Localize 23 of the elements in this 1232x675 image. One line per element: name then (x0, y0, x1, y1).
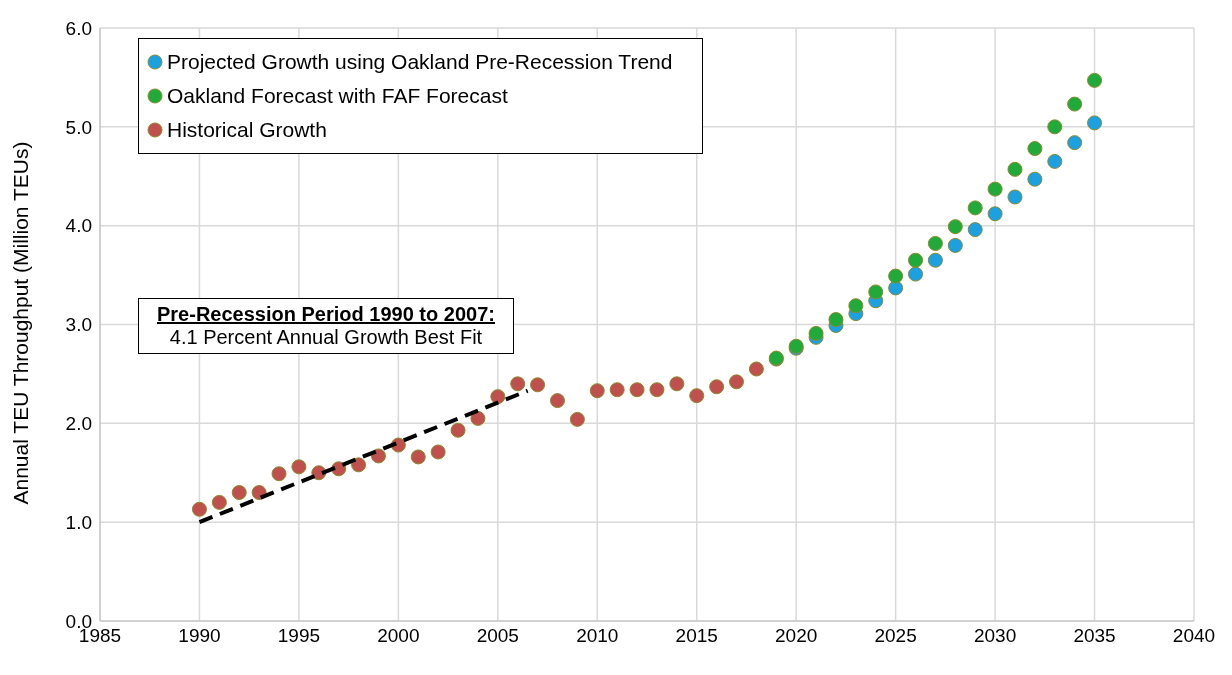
legend-label: Historical Growth (167, 118, 327, 142)
annotation: 4.1 Percent Annual Growth Best Fit (168, 326, 484, 349)
x-tick-label: 1995 (277, 625, 321, 647)
x-tick-label: 2010 (576, 625, 619, 647)
y-tick-label: 6.0 (65, 17, 92, 39)
x-tick-label: 2025 (874, 625, 917, 647)
legend-label: Projected Growth using Oakland Pre-Recession Trend (167, 50, 673, 74)
x-tick-label: 2035 (1073, 625, 1116, 647)
y-tick-label: 1.0 (65, 511, 92, 533)
y-axis-title: Annual TEU Throughput (Million TEUs) (9, 141, 33, 505)
y-tick-label: 2.0 (65, 413, 92, 435)
y-tick-label: 5.0 (65, 116, 92, 138)
legend-label: Oakland Forecast with FAF Forecast (167, 84, 508, 108)
y-tick-label: 4.0 (65, 215, 92, 237)
x-tick-label: 2005 (476, 625, 519, 647)
x-tick-label: 2020 (775, 625, 818, 647)
x-tick-label: 2015 (675, 625, 718, 647)
x-tick-label: 2040 (1172, 625, 1216, 647)
x-tick-label: 2030 (973, 625, 1017, 647)
y-tick-label: 3.0 (65, 314, 92, 336)
x-tick-label: 2000 (377, 625, 420, 647)
annotation: Pre-Recession Period 1990 to 2007: (157, 303, 495, 326)
x-tick-label: 1990 (178, 625, 221, 647)
